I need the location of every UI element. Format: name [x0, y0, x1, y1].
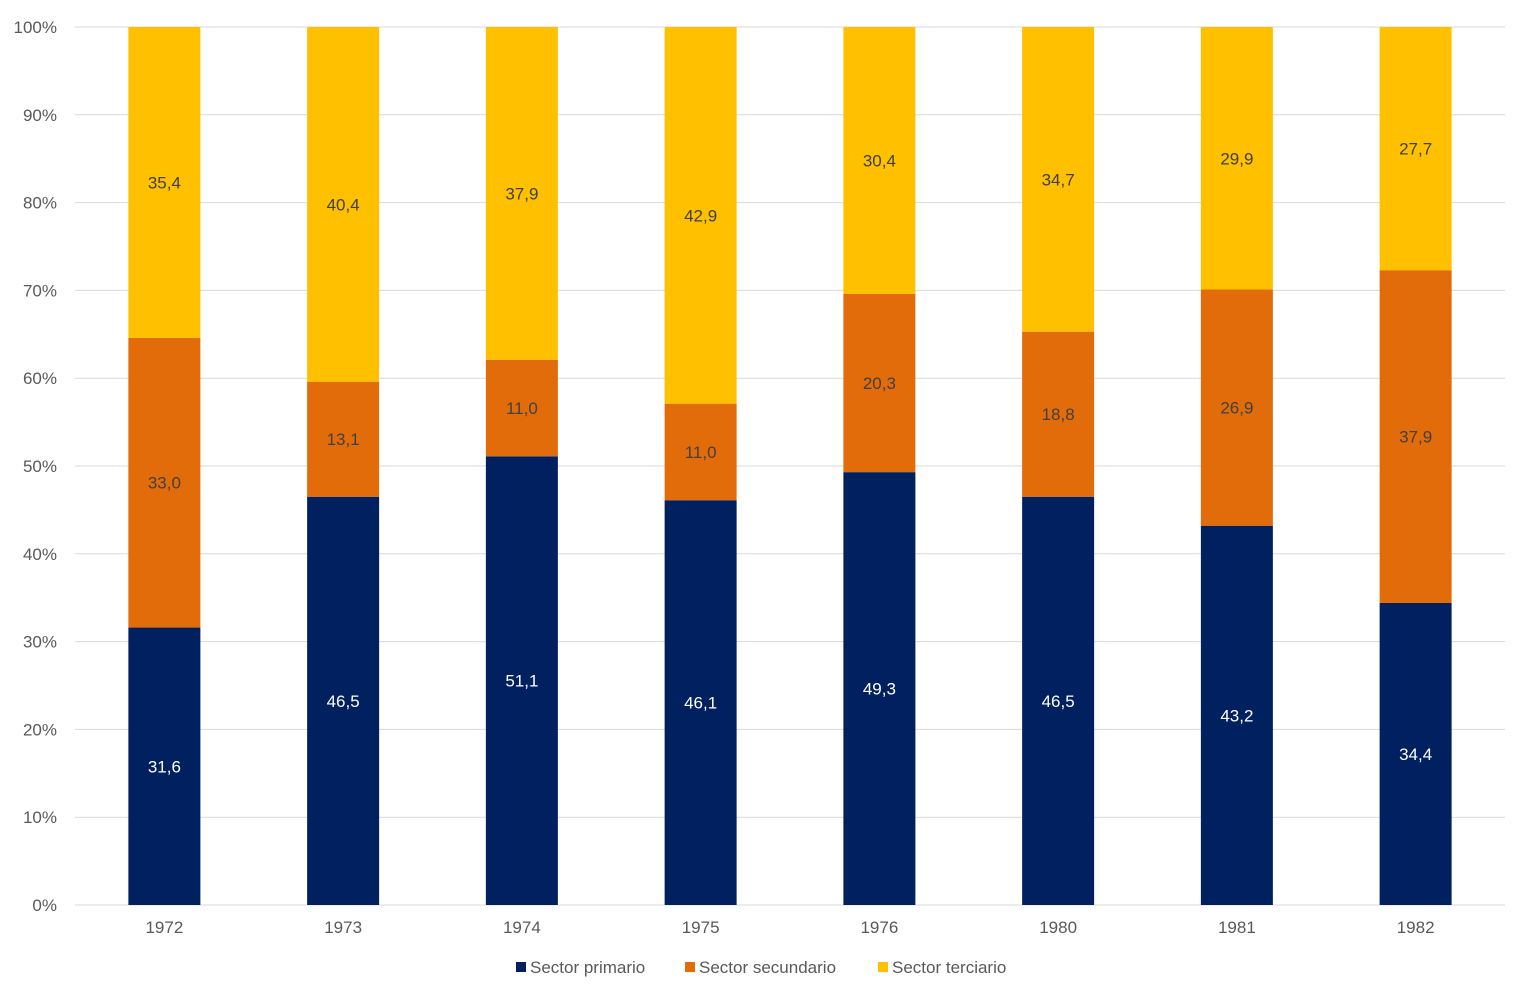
bar-segment-sector-secundario [664, 403, 737, 501]
bar-segment-sector-secundario [843, 293, 916, 473]
x-tick-label: 1974 [503, 918, 541, 937]
y-tick-label: 0% [32, 896, 57, 915]
bars [128, 27, 1452, 905]
x-tick-label: 1972 [145, 918, 183, 937]
bar-segment-sector-secundario [1022, 331, 1095, 497]
gridlines [75, 26, 1505, 906]
bar-segment-sector-primario [1022, 496, 1095, 905]
y-tick-label: 20% [23, 720, 57, 739]
y-tick-label: 40% [23, 545, 57, 564]
x-axis-ticks: 1972 1973 1974 1975 1976 1980 1981 1982 [145, 918, 1434, 937]
x-tick-label: 1980 [1039, 918, 1077, 937]
x-tick-label: 1973 [324, 918, 362, 937]
bar-segment-sector-terciario [1022, 27, 1095, 332]
data-label: 18,8 [1042, 405, 1075, 424]
data-label: 30,4 [863, 151, 896, 170]
x-tick-label: 1982 [1397, 918, 1435, 937]
legend-swatch [685, 962, 695, 972]
data-label: 42,9 [684, 206, 717, 225]
y-tick-label: 90% [23, 106, 57, 125]
data-label: 34,4 [1399, 745, 1432, 764]
bar-segment-sector-primario [664, 500, 737, 905]
bar-segment-sector-terciario [128, 27, 201, 338]
bar-segment-sector-primario [1379, 602, 1452, 905]
data-labels: 31,6 33,0 35,4 46,5 13,1 40,4 51,1 11,0 37,9 46,1… [148, 140, 1432, 777]
data-label: 34,7 [1042, 170, 1075, 189]
y-tick-label: 100% [14, 18, 57, 37]
bar-segment-sector-terciario [1379, 27, 1452, 271]
bar-segment-sector-terciario [485, 27, 558, 360]
y-tick-label: 10% [23, 808, 57, 827]
bar-segment-sector-secundario [485, 359, 558, 457]
data-label: 43,2 [1220, 706, 1253, 725]
x-tick-label: 1976 [860, 918, 898, 937]
bar-segment-sector-secundario [1200, 289, 1273, 526]
data-label: 35,4 [148, 173, 181, 192]
data-label: 13,1 [327, 430, 360, 449]
data-label: 33,0 [148, 474, 181, 493]
bar-segment-sector-terciario [307, 27, 380, 382]
data-label: 29,9 [1220, 149, 1253, 168]
legend-item: Sector primario [516, 958, 645, 977]
legend: Sector primario Sector secundario Sector t… [516, 958, 1006, 977]
data-label: 46,1 [684, 694, 717, 713]
legend-item: Sector secundario [685, 958, 836, 977]
data-label: 11,0 [506, 399, 538, 418]
legend-swatch [878, 962, 888, 972]
data-label: 49,3 [863, 680, 896, 699]
data-label: 31,6 [148, 757, 181, 776]
data-label: 40,4 [327, 195, 360, 214]
data-label: 46,5 [1042, 692, 1075, 711]
y-tick-label: 70% [23, 281, 57, 300]
data-label: 26,9 [1220, 399, 1253, 418]
data-label: 11,0 [685, 443, 717, 462]
data-label: 51,1 [505, 672, 538, 691]
y-tick-label: 50% [23, 457, 57, 476]
bar-segment-sector-secundario [128, 337, 201, 628]
y-tick-label: 30% [23, 633, 57, 652]
bar-segment-sector-primario [307, 496, 380, 905]
data-label: 20,3 [863, 374, 896, 393]
y-tick-label: 80% [23, 194, 57, 213]
data-label: 46,5 [327, 692, 360, 711]
y-axis-ticks: 0% 10% 20% 30% 40% 50% 60% 70% 80% 90% 100% [14, 18, 57, 915]
bar-segment-sector-primario [128, 627, 201, 905]
bar-segment-sector-terciario [664, 27, 737, 404]
data-label: 37,9 [1399, 428, 1432, 447]
legend-swatch [516, 962, 526, 972]
x-tick-label: 1975 [682, 918, 720, 937]
legend-label: Sector primario [530, 958, 645, 977]
data-label: 37,9 [505, 184, 538, 203]
bar-segment-sector-secundario [307, 381, 380, 497]
legend-label: Sector secundario [699, 958, 836, 977]
legend-label: Sector terciario [892, 958, 1006, 977]
bar-segment-sector-primario [843, 472, 916, 905]
bar-segment-sector-primario [1200, 525, 1273, 905]
bar-segment-sector-terciario [1200, 27, 1273, 290]
bar-segment-sector-primario [485, 456, 558, 905]
x-tick-label: 1981 [1218, 918, 1256, 937]
data-label: 27,7 [1399, 140, 1432, 159]
y-tick-label: 60% [23, 369, 57, 388]
bar-segment-sector-secundario [1379, 270, 1452, 603]
bar-segment-sector-terciario [843, 27, 916, 294]
legend-item: Sector terciario [878, 958, 1006, 977]
